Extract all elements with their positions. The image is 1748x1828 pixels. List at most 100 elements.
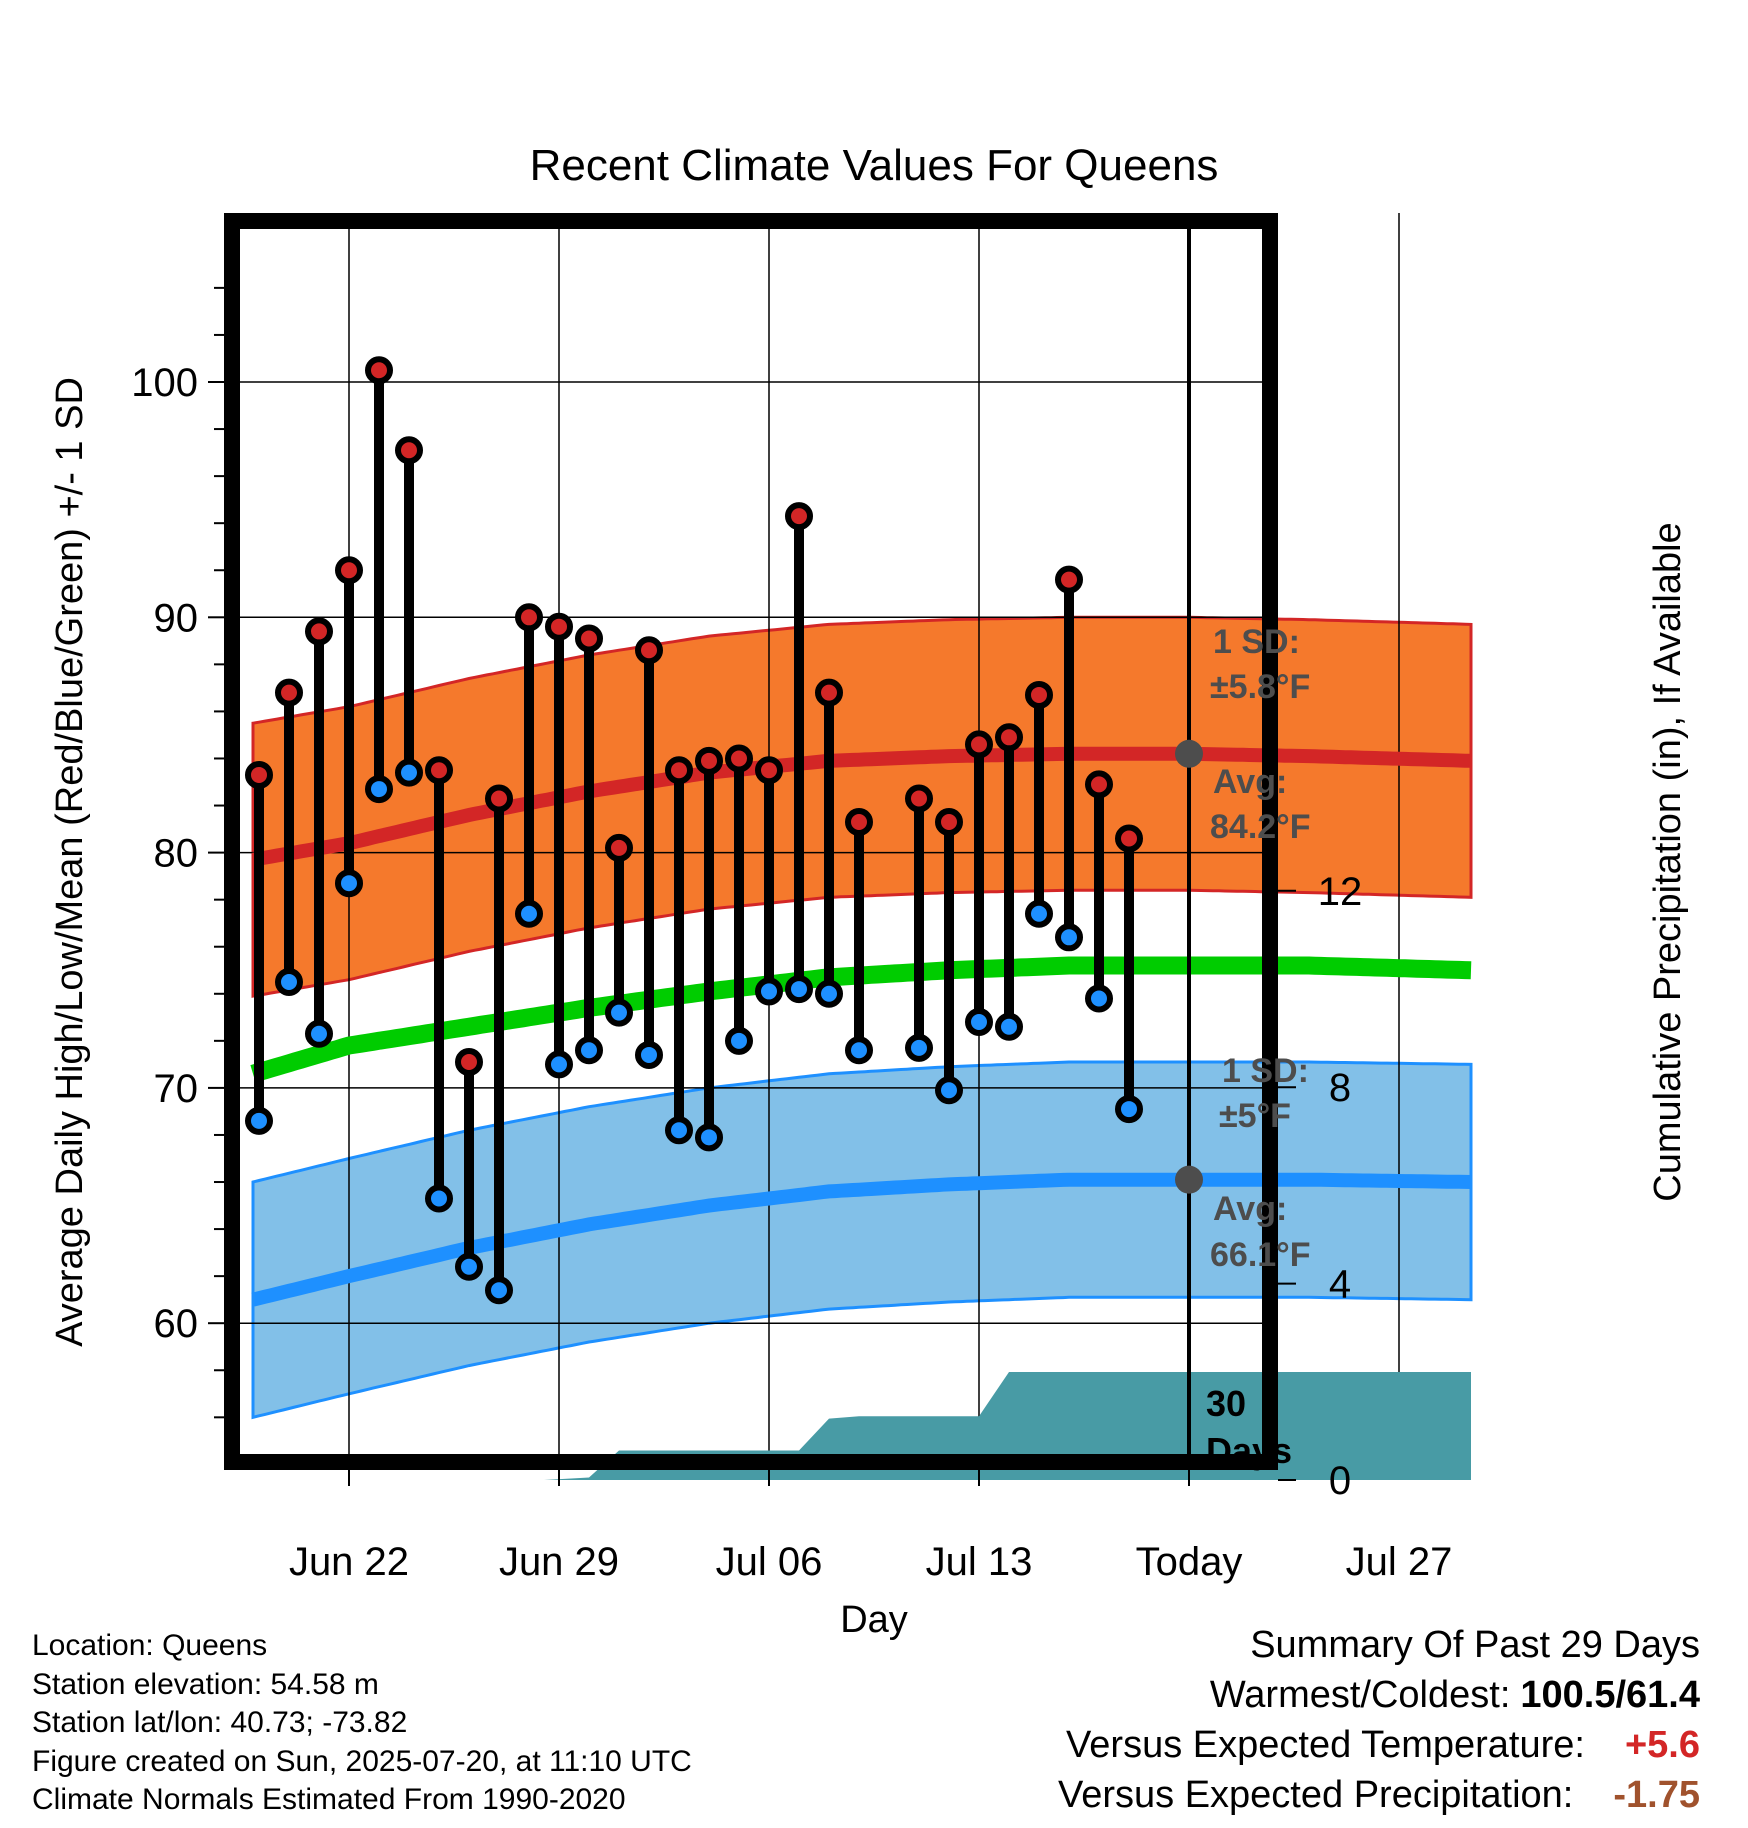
- summary-temp-row: Versus Expected Temperature: +5.6: [1058, 1720, 1700, 1770]
- low-avg-label: Avg:: [1213, 1190, 1287, 1228]
- high-sd-label: 1 SD:: [1213, 623, 1300, 661]
- high-avg-value: 84.2°F: [1210, 808, 1311, 846]
- days-label-word: Days: [1206, 1430, 1292, 1471]
- high-point: [935, 808, 963, 837]
- low-point: [635, 1040, 663, 1069]
- x-tick-label: Jul 13: [926, 1540, 1033, 1584]
- low-point: [515, 899, 543, 928]
- low-point: [605, 998, 633, 1027]
- precip-cumulative-area: [544, 1372, 1471, 1480]
- low-sd-band: [251, 1060, 1473, 1420]
- high-point: [305, 617, 333, 646]
- low-point: [965, 1008, 993, 1037]
- high-avg-label: Avg:: [1213, 763, 1287, 801]
- x-tick-label: Jun 29: [499, 1540, 619, 1584]
- low-point: [725, 1026, 753, 1055]
- low-point: [365, 775, 393, 804]
- high-point: [1085, 770, 1113, 799]
- tick-labels: Jun 22 Jun 29 Jul 06 Jul 13 Today Jul 27 60 70 8…: [131, 361, 1452, 1584]
- low-point: [335, 869, 363, 898]
- plot-border: [224, 213, 1278, 1470]
- y2-tick-label: 4: [1329, 1263, 1351, 1307]
- x-tick-label: Jul 06: [716, 1540, 823, 1584]
- high-point: [965, 730, 993, 759]
- low-point: [695, 1123, 723, 1152]
- low-point: [275, 968, 303, 997]
- high-point: [485, 784, 513, 813]
- high-point: [755, 756, 783, 785]
- low-point: [425, 1184, 453, 1213]
- high-point: [725, 744, 753, 773]
- low-point: [1115, 1095, 1143, 1124]
- latlon-text: Station lat/lon: 40.73; -73.82: [32, 1706, 408, 1739]
- low-point: [755, 977, 783, 1006]
- precip-label: Versus Expected Precipitation:: [1057, 1774, 1574, 1816]
- chart-title: Recent Climate Values For Queens: [530, 141, 1219, 190]
- temp-value: +5.6: [1624, 1724, 1700, 1766]
- high-point: [1115, 824, 1143, 853]
- y-tick-label: 70: [154, 1067, 199, 1111]
- y-tick-label: 100: [131, 361, 198, 405]
- low-point: [395, 758, 423, 787]
- days-label-number: 30: [1206, 1383, 1246, 1424]
- high-point: [785, 502, 813, 531]
- low-avg-value: 66.1°F: [1210, 1236, 1311, 1274]
- low-point: [995, 1012, 1023, 1041]
- low-point: [815, 979, 843, 1008]
- station-info: Location: Queens Station elevation: 54.5…: [32, 1627, 692, 1820]
- low-point: [545, 1050, 573, 1079]
- y-tick-label: 60: [154, 1302, 199, 1346]
- plot-frame: [224, 213, 1278, 1470]
- low-point: [485, 1276, 513, 1305]
- high-point: [395, 436, 423, 465]
- today-low-avg-marker: [1175, 1165, 1203, 1194]
- low-point: [1085, 984, 1113, 1013]
- warmest-label: Warmest/Coldest:: [1209, 1674, 1511, 1716]
- summary-panel: Summary Of Past 29 Days Warmest/Coldest:…: [1058, 1620, 1700, 1820]
- low-point: [1055, 923, 1083, 952]
- high-sd-value: ±5.8°F: [1210, 668, 1310, 706]
- high-point: [665, 756, 693, 785]
- high-point: [695, 746, 723, 775]
- low-point: [1025, 899, 1053, 928]
- y2-tick-label: 8: [1329, 1066, 1351, 1110]
- low-point: [935, 1076, 963, 1105]
- y-axis-label: Average Daily High/Low/Mean (Red/Blue/Gr…: [49, 377, 91, 1347]
- x-tick-label: Jun 22: [289, 1540, 409, 1584]
- low-point: [575, 1036, 603, 1065]
- high-point: [455, 1048, 483, 1077]
- high-point: [545, 612, 573, 641]
- daily-points: [245, 356, 1203, 1305]
- daily-stems: [254, 370, 1134, 1291]
- x-axis-label: Day: [840, 1599, 908, 1641]
- x-tick-label: Today: [1136, 1540, 1243, 1584]
- low-point: [785, 975, 813, 1004]
- precip-value: -1.75: [1613, 1774, 1700, 1816]
- normals-text: Climate Normals Estimated From 1990-2020: [32, 1783, 626, 1816]
- today-high-avg-marker: [1175, 739, 1203, 768]
- summary-precip-row: Versus Expected Precipitation: -1.75: [1058, 1770, 1700, 1820]
- low-point: [905, 1033, 933, 1062]
- high-point: [515, 603, 543, 632]
- low-point: [845, 1036, 873, 1065]
- high-point: [605, 833, 633, 862]
- high-point: [365, 356, 393, 385]
- precip-area: [544, 1372, 1471, 1480]
- y2-axis-label: Cumulative Precipitation (in), If Availa…: [1647, 522, 1689, 1201]
- created-text: Figure created on Sun, 2025-07-20, at 11…: [32, 1744, 692, 1778]
- temp-label: Versus Expected Temperature:: [1066, 1724, 1585, 1766]
- y2-tick-label: 12: [1318, 870, 1363, 914]
- low-point: [305, 1019, 333, 1048]
- elevation-text: Station elevation: 54.58 m: [32, 1667, 379, 1701]
- x-tick-label: Jul 27: [1346, 1540, 1453, 1584]
- high-point: [335, 556, 363, 585]
- high-point: [575, 624, 603, 653]
- y-tick-label: 90: [154, 596, 199, 640]
- summary-warmest-row: Warmest/Coldest: 100.5/61.4: [1058, 1670, 1700, 1720]
- low-point: [665, 1116, 693, 1145]
- high-point: [275, 678, 303, 707]
- high-point: [1055, 565, 1083, 594]
- low-sd-value: ±5°F: [1219, 1097, 1291, 1135]
- low-sd-label: 1 SD:: [1222, 1052, 1309, 1090]
